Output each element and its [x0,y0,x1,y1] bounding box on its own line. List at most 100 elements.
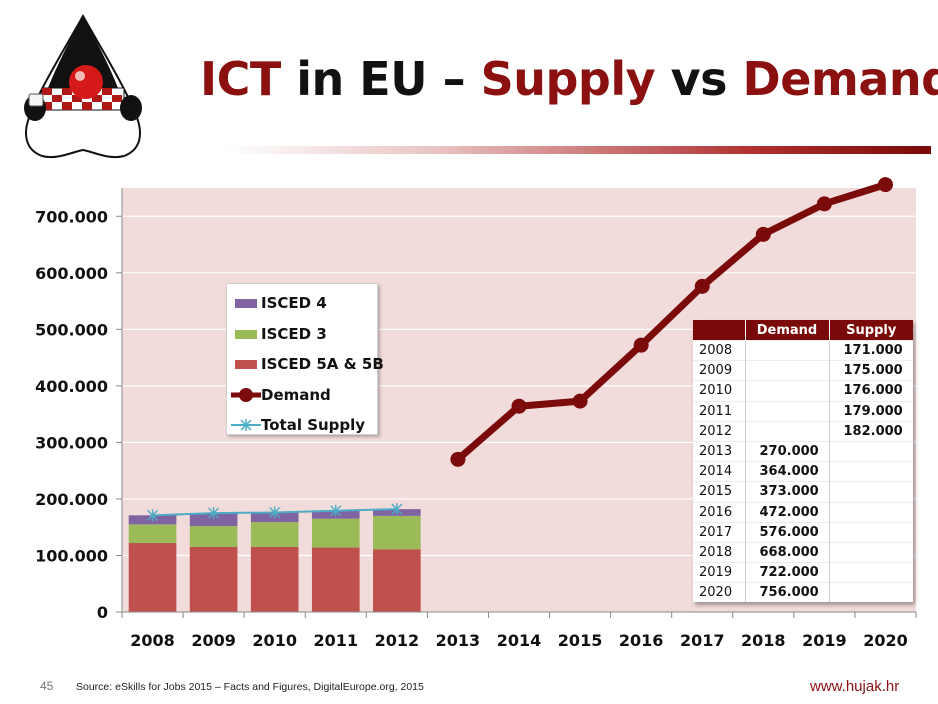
demand-point [816,196,832,212]
x-tick-label: 2013 [436,631,481,650]
table-cell-year: 2017 [693,521,745,543]
x-tick-label: 2009 [191,631,236,650]
table-row: 2012 182.000 [693,420,913,442]
demand-point [572,393,588,409]
table-cell-supply [828,461,913,482]
demand-line [455,181,887,463]
demand-point [877,177,893,193]
table-header: Demand [744,320,829,341]
total-supply-point [330,504,342,517]
demand-point [511,398,527,414]
bar-isced5 [250,546,299,612]
y-tick-label: 100.000 [35,546,108,565]
total-supply-point [208,507,220,520]
table-cell-year: 2019 [693,562,745,583]
table-cell-year: 2010 [693,380,745,402]
table-row: 2017 576.000 [693,521,913,543]
legend-swatch-demand [231,387,261,403]
y-tick-label: 600.000 [35,264,108,283]
x-tick-label: 2016 [619,631,664,650]
y-tick-label: 200.000 [35,490,108,509]
legend-item-isced4: ISCED 4 [231,288,373,319]
stacked-bars [128,509,421,612]
y-tick-label: 500.000 [35,320,108,339]
table-row: 2019 722.000 [693,562,913,583]
table-row: 2009 175.000 [693,360,913,381]
y-tick-label: 700.000 [35,207,108,226]
table-header-row: Demand Supply [693,320,913,341]
table-cell-supply [828,521,913,543]
table-row: 2011 179.000 [693,400,913,422]
table-cell-year: 2016 [693,501,745,523]
demand-point [755,226,771,242]
table-row: 2013 270.000 [693,440,913,462]
table-cell-demand [744,339,829,361]
legend-swatch-isced3 [231,326,261,342]
legend-item-total-supply: Total Supply [231,410,373,441]
bar-isced5 [373,549,421,612]
table-cell-demand [744,360,829,381]
table-cell-demand: 576.000 [744,521,829,543]
duke-logo [24,13,142,159]
website-link[interactable]: www.hujak.hr [810,678,900,695]
legend-label: Total Supply [261,416,366,435]
x-tick-label: 2019 [802,631,847,650]
x-tick-label: 2015 [558,631,603,650]
page-number: 45 [40,679,54,693]
x-tick-label: 2018 [741,631,786,650]
table-row: 2010 176.000 [693,380,913,402]
table-cell-demand: 270.000 [744,440,829,462]
bar-isced3 [373,515,421,550]
x-tick-label: 2010 [252,631,297,650]
table-row: 2016 472.000 [693,501,913,523]
table-cell-demand: 722.000 [744,562,829,583]
table-cell-demand [744,400,829,422]
table-cell-supply: 171.000 [828,339,913,361]
table-cell-demand: 373.000 [744,481,829,502]
bar-isced3 [128,524,177,544]
table-cell-supply: 182.000 [828,420,913,442]
table-row: 2008 171.000 [693,339,913,361]
legend-item-isced3: ISCED 3 [231,319,373,350]
demand-point [450,451,466,467]
table-cell-year: 2009 [693,360,745,381]
y-tick-label: 400.000 [35,377,108,396]
table-cell-demand [744,420,829,442]
table-row: 2014 364.000 [693,461,913,482]
demand-point [633,337,649,353]
table-cell-supply [828,582,913,603]
table-cell-supply: 175.000 [828,360,913,381]
table-cell-year: 2011 [693,400,745,422]
x-tick-label: 2020 [863,631,908,650]
table-cell-year: 2008 [693,339,745,361]
bar-isced4 [189,513,238,527]
total-supply-point [269,506,281,519]
bar-isced5 [128,543,177,612]
legend-swatch-isced5 [231,356,261,372]
y-tick-label: 0 [97,603,108,622]
table-row: 2020 756.000 [693,582,913,603]
table-cell-supply [828,541,913,563]
table-cell-supply [828,501,913,523]
legend-label: ISCED 4 [261,294,327,313]
table-cell-demand [744,380,829,402]
chart-legend: ISCED 4 ISCED 3 ISCED 5A & 5B Demand Tot… [226,283,384,435]
legend-label: ISCED 5A & 5B [261,355,384,374]
table-cell-year: 2014 [693,461,745,482]
table-row: 2018 668.000 [693,541,913,563]
page-title: ICT in EU – Supply vs Demand [200,52,938,106]
series-lines [147,177,893,522]
table-header [693,320,745,341]
table-cell-demand: 364.000 [744,461,829,482]
table-cell-year: 2013 [693,440,745,462]
y-tick-label: 300.000 [35,433,108,452]
total-supply-point [391,503,403,516]
table-row: 2015 373.000 [693,481,913,502]
table-cell-year: 2012 [693,420,745,442]
title-underline [225,146,931,154]
legend-swatch-total-supply [231,417,261,433]
bar-isced3 [189,526,238,547]
data-table: Demand Supply 2008 171.000 2009 175.000 2010… [693,320,913,603]
x-tick-label: 2011 [314,631,359,650]
x-tick-label: 2014 [497,631,542,650]
